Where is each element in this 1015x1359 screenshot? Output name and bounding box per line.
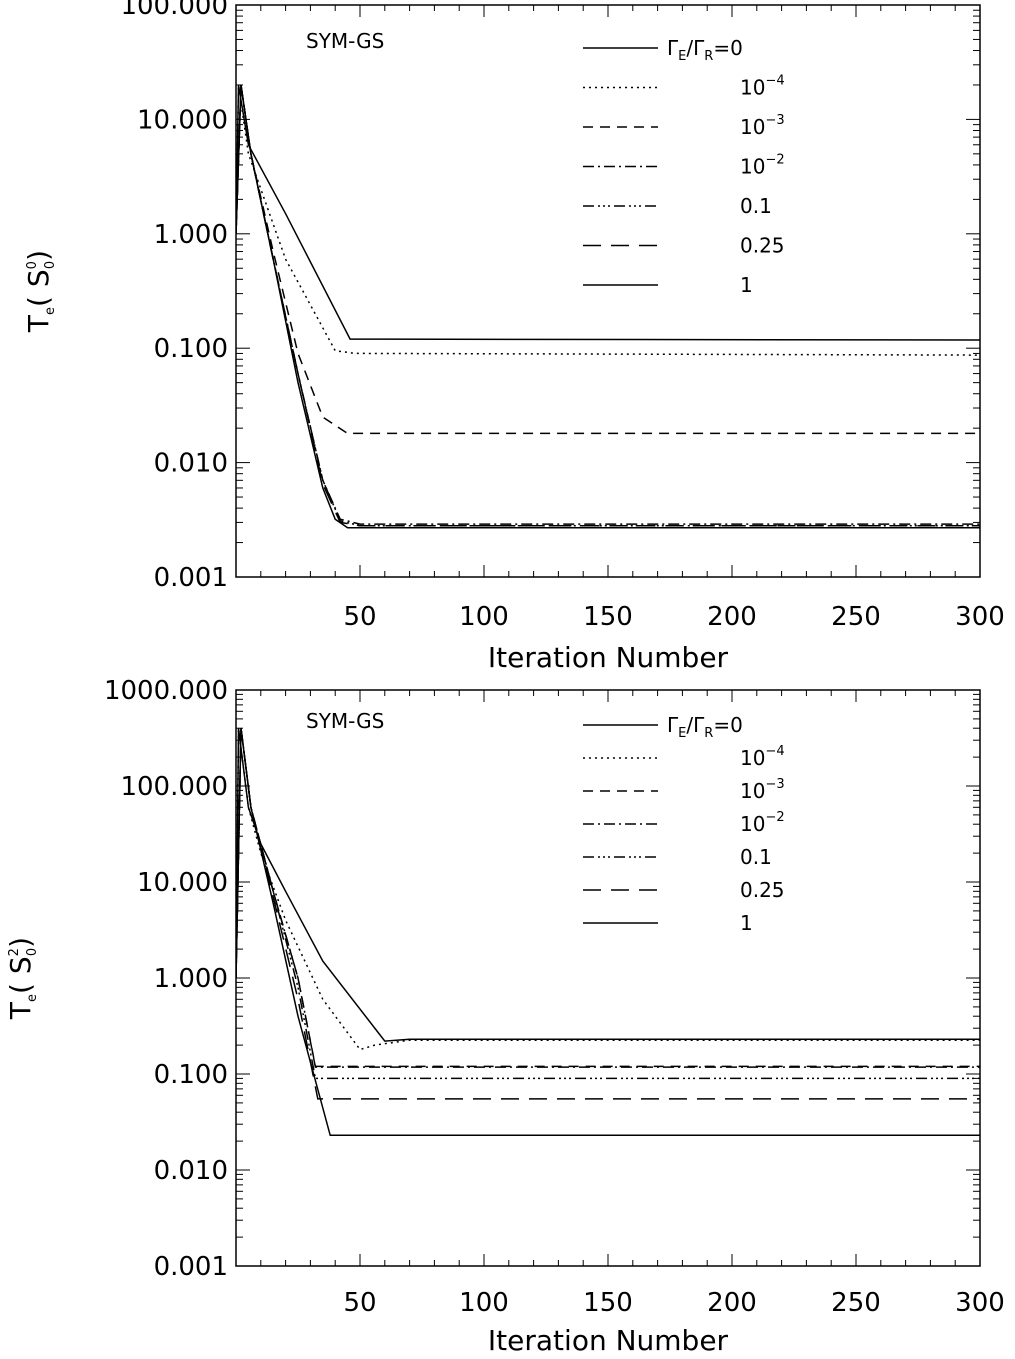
legend-label: ΓE/ΓR=0 — [667, 713, 743, 741]
x-tick-label: 300 — [955, 1288, 1005, 1318]
y-tick-label: 10.000 — [137, 868, 228, 898]
x-axis-title: Iteration Number — [488, 1324, 729, 1357]
x-axis-title: Iteration Number — [488, 641, 729, 674]
y-axis-title: Te( S2 0) — [4, 937, 40, 1020]
series-line-5 — [236, 728, 980, 1080]
y-axis-title: Te( S0 0) — [22, 250, 58, 333]
annotation-label: SYM-GS — [306, 709, 384, 733]
legend-label: 0.1 — [740, 194, 772, 218]
series-line-3 — [236, 728, 980, 1068]
legend: ΓE/ΓR=0 10−4 10−3 10−2 0.1 0.25 1 — [583, 36, 785, 297]
y-tick-label: 0.100 — [154, 1060, 228, 1090]
legend-label: 10−3 — [740, 113, 785, 139]
legend-label: 10−2 — [740, 810, 785, 836]
x-tick-label: 300 — [955, 602, 1005, 632]
legend-label: 0.1 — [740, 845, 772, 869]
series-line-6 — [236, 728, 980, 1100]
y-tick-label: 0.001 — [154, 1252, 228, 1282]
annotation-label: SYM-GS — [306, 29, 384, 53]
series-line-7 — [236, 84, 980, 529]
series-line-2 — [236, 728, 980, 1051]
x-tick-label: 100 — [459, 602, 509, 632]
y-tick-label: 1.000 — [154, 964, 228, 994]
y-tick-label: 100.000 — [120, 0, 228, 21]
y-tick-label: 100.000 — [120, 772, 228, 802]
y-tick-label: 1000.000 — [104, 676, 228, 706]
legend-label: 10−4 — [740, 744, 785, 770]
plot-frame — [235, 689, 981, 1267]
x-tick-label: 200 — [707, 1288, 757, 1318]
x-tick-label: 150 — [583, 602, 633, 632]
series-line-4 — [236, 728, 980, 1068]
legend-label: 10−2 — [740, 153, 785, 179]
plot-frame — [235, 4, 981, 578]
x-tick-label: 50 — [343, 602, 376, 632]
x-tick-label: 50 — [343, 1288, 376, 1318]
x-tick-label: 100 — [459, 1288, 509, 1318]
series-line-5 — [236, 84, 980, 527]
legend-label: 10−4 — [740, 74, 785, 100]
chart-panel-1: 50 100 150 200 250 3000.0010.0100.1001.00010.… — [22, 0, 1005, 674]
legend-label: 1 — [740, 273, 753, 297]
legend-label: 0.25 — [740, 234, 785, 258]
series-line-1 — [236, 728, 980, 1042]
legend-label: 1 — [740, 911, 753, 935]
y-tick-label: 1.000 — [154, 220, 228, 250]
y-tick-label: 0.100 — [154, 334, 228, 364]
legend: ΓE/ΓR=0 10−4 10−3 10−2 0.1 0.25 1 — [583, 713, 785, 935]
legend-label: ΓE/ΓR=0 — [667, 36, 743, 64]
x-tick-label: 200 — [707, 602, 757, 632]
chart-panel-2: 50 100 150 200 250 3000.0010.0100.1001.00010.… — [4, 676, 1005, 1357]
x-tick-label: 150 — [583, 1288, 633, 1318]
y-tick-label: 10.000 — [137, 105, 228, 135]
y-tick-label: 0.001 — [154, 563, 228, 593]
legend-label: 0.25 — [740, 878, 785, 902]
series-line-4 — [236, 84, 980, 525]
series-line-6 — [236, 84, 980, 527]
series-line-1 — [236, 84, 980, 341]
x-tick-label: 250 — [831, 1288, 881, 1318]
y-tick-label: 0.010 — [154, 449, 228, 479]
series-line-2 — [236, 84, 980, 356]
series-line-3 — [236, 84, 980, 435]
x-tick-label: 250 — [831, 602, 881, 632]
legend-label: 10−3 — [740, 777, 785, 803]
series-line-7 — [236, 728, 980, 1137]
y-tick-label: 0.010 — [154, 1156, 228, 1186]
